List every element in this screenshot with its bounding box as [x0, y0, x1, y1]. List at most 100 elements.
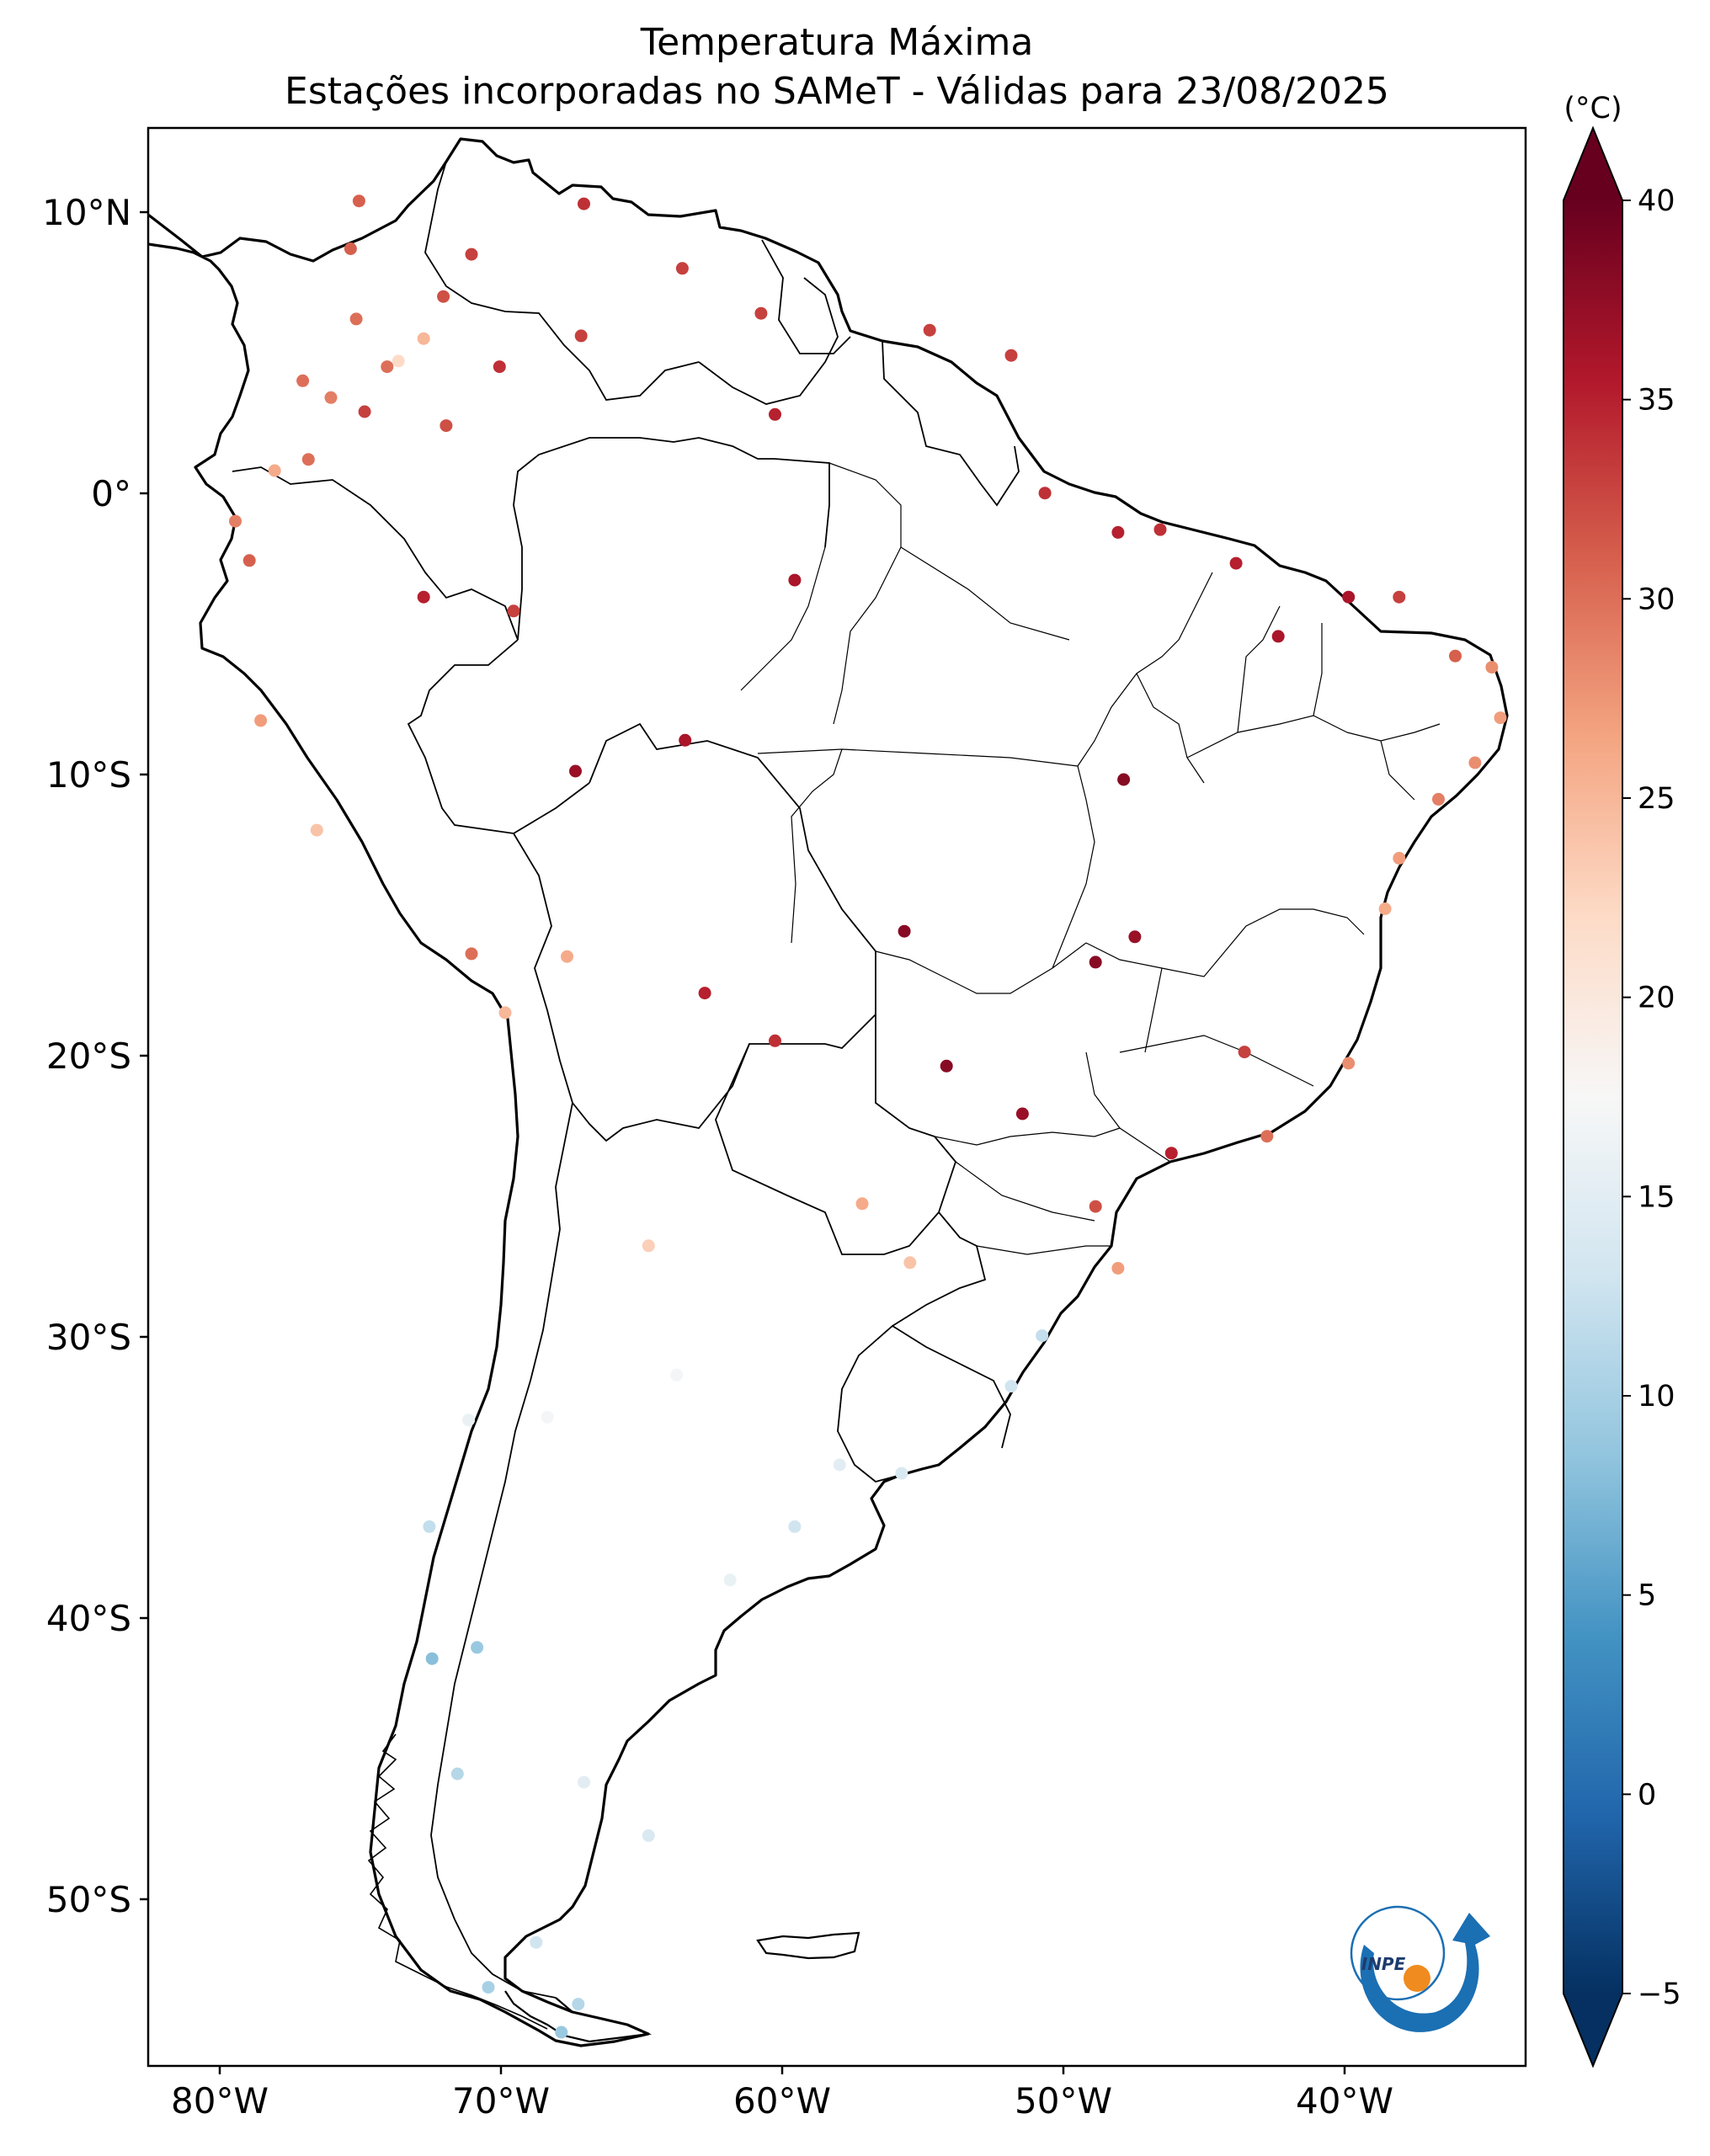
brazil-states-central — [757, 748, 1095, 994]
station-point — [229, 514, 242, 528]
colorbar: (°C) 40 35 30 25 20 15 10 5 0 −5 — [1563, 92, 1681, 2068]
station-point — [423, 1520, 436, 1533]
logo-swoosh — [1360, 1913, 1490, 2032]
station-point — [769, 1034, 781, 1047]
border-guyana — [761, 239, 851, 354]
station-point — [437, 290, 450, 303]
station-point — [471, 1641, 484, 1654]
station-point — [541, 1410, 554, 1424]
station-point — [1128, 930, 1142, 944]
station-point — [1089, 1200, 1102, 1213]
map-background — [148, 128, 1526, 2066]
y-axis: 10°N 0° 10°S 20°S 30°S 40°S 50°S — [42, 192, 148, 1920]
station-point — [493, 360, 506, 374]
colorbar-extend-max — [1564, 128, 1622, 200]
title-line-1: Temperatura Máxima — [640, 21, 1034, 64]
station-point — [898, 924, 911, 938]
station-point — [1271, 630, 1285, 643]
station-point — [498, 1006, 512, 1019]
station-point — [268, 464, 281, 477]
station-point — [561, 950, 573, 963]
station-point — [679, 733, 692, 747]
station-point — [670, 1368, 684, 1381]
brazil-states-southeast — [934, 908, 1365, 1255]
station-point — [349, 312, 363, 326]
x-tick-label-80w: 80°W — [171, 2080, 269, 2121]
station-point — [1393, 851, 1406, 865]
colorbar-tick-label: −5 — [1638, 1978, 1681, 2011]
title-line-2: Estações incorporadas no SAMeT - Válidas… — [285, 70, 1389, 113]
station-point — [1004, 1380, 1018, 1393]
x-axis: 80°W 70°W 60°W 50°W 40°W — [171, 2066, 1393, 2121]
y-tick-label-0: 0° — [91, 473, 131, 514]
station-point — [1153, 523, 1167, 536]
station-point — [903, 1256, 917, 1270]
station-point — [1238, 1046, 1251, 1059]
x-tick-label-70w: 70°W — [452, 2080, 550, 2121]
border-colombia-venezuela — [424, 161, 700, 401]
colorbar-tick-label: 10 — [1638, 1380, 1675, 1413]
colorbar-tick-label: 0 — [1638, 1778, 1656, 1812]
colorbar-units: (°C) — [1564, 92, 1622, 125]
map-title: Temperatura Máxima Estações incorporadas… — [148, 19, 1526, 116]
station-point — [1432, 792, 1445, 806]
station-point — [417, 332, 430, 345]
station-point — [1260, 1130, 1274, 1143]
station-point — [698, 987, 711, 1000]
station-point — [425, 1652, 439, 1665]
station-point — [358, 405, 371, 418]
colorbar-tick-label: 20 — [1638, 982, 1675, 1015]
y-tick-label-10s: 10°S — [46, 754, 131, 796]
station-point — [1111, 1262, 1125, 1275]
station-point — [788, 1520, 802, 1533]
y-tick-label-30s: 30°S — [46, 1317, 131, 1358]
station-point — [1117, 773, 1131, 786]
tierra-del-fuego — [504, 1990, 653, 2043]
station-point — [1449, 649, 1462, 663]
brazil-states-north — [740, 462, 1070, 725]
station-point — [1111, 525, 1125, 539]
border-uruguay-north — [892, 1325, 1011, 1449]
colorbar-tick-label: 15 — [1638, 1180, 1675, 1214]
station-point — [1015, 1107, 1029, 1121]
station-point — [1378, 902, 1392, 915]
falkland-islands — [756, 1931, 860, 1960]
colorbar-gradient — [1564, 200, 1622, 1994]
station-point — [462, 1413, 476, 1427]
border-colombia-ecuador-peru — [232, 466, 519, 641]
station-point — [1342, 590, 1356, 604]
station-point — [352, 194, 365, 208]
boundary-layer — [148, 137, 1509, 2047]
station-point — [1342, 1057, 1356, 1070]
colorbar-tick-label: 30 — [1638, 583, 1675, 616]
station-point — [833, 1458, 846, 1472]
station-point — [1494, 711, 1507, 725]
border-peru-brazil — [407, 639, 590, 834]
colorbar-extend-min — [1564, 1994, 1622, 2066]
station-point — [465, 248, 478, 261]
station-point — [439, 419, 453, 433]
y-tick-label-40s: 40°S — [46, 1598, 131, 1639]
station-point — [1089, 956, 1102, 969]
station-point — [254, 714, 268, 727]
station-point — [1036, 1329, 1049, 1343]
station-point — [642, 1829, 655, 1842]
station-point — [1229, 556, 1243, 570]
station-point — [1393, 590, 1406, 604]
border-chile-argentina — [430, 1102, 573, 1999]
colorbar-tick-label: 35 — [1638, 384, 1675, 418]
brazil-states-east — [1077, 572, 1441, 801]
station-point — [482, 1981, 495, 1994]
inpe-logo: INPE — [1350, 1905, 1490, 2032]
station-point — [242, 554, 256, 567]
station-point — [1038, 487, 1052, 500]
y-tick-label-10n: 10°N — [42, 192, 131, 233]
border-paraguay — [715, 1014, 957, 1255]
station-point — [642, 1239, 655, 1253]
station-point — [578, 197, 590, 210]
station-point — [344, 242, 357, 255]
chile-fjords — [367, 1733, 548, 2030]
station-point — [895, 1467, 908, 1480]
station-point — [1004, 349, 1018, 362]
